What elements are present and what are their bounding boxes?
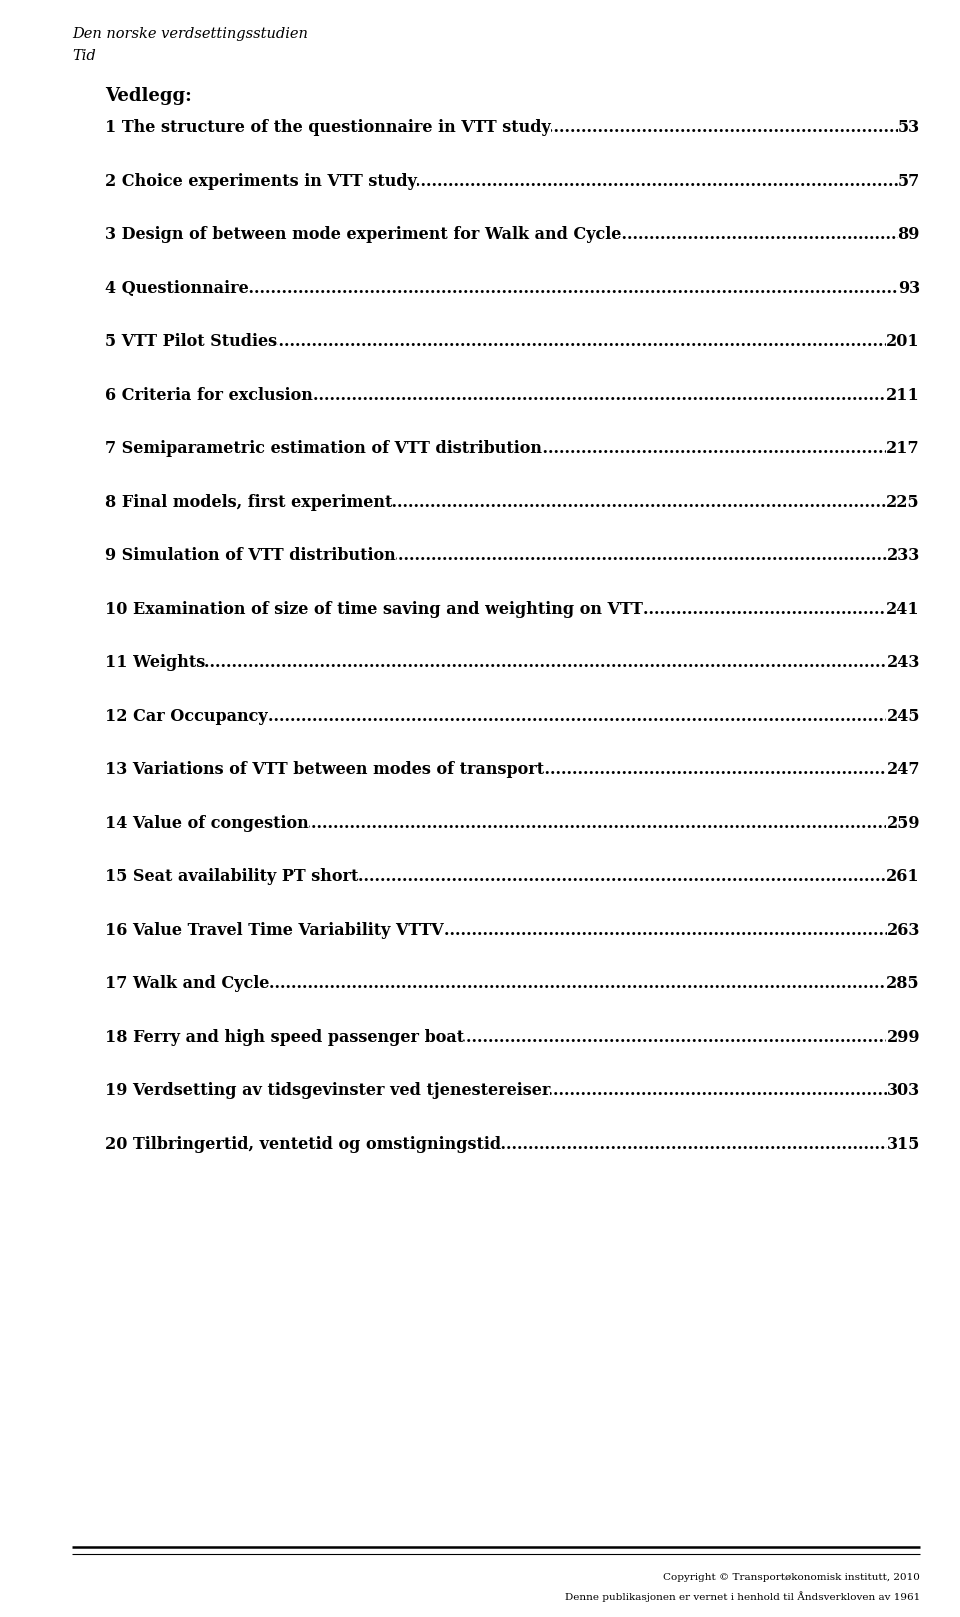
Text: ................................................................................: ........................................… bbox=[27, 708, 960, 724]
Text: ................................................................................: ........................................… bbox=[89, 493, 960, 511]
Text: 243: 243 bbox=[887, 653, 920, 671]
Text: 2 Choice experiments in VTT study: 2 Choice experiments in VTT study bbox=[105, 173, 417, 189]
Text: ................................................................................: ........................................… bbox=[175, 120, 960, 136]
Text: 15 Seat availability PT short: 15 Seat availability PT short bbox=[105, 868, 358, 884]
Text: 259: 259 bbox=[886, 815, 920, 831]
Text: 93: 93 bbox=[898, 280, 920, 296]
Text: 14 Value of congestion: 14 Value of congestion bbox=[105, 815, 309, 831]
Text: ................................................................................: ........................................… bbox=[209, 226, 960, 243]
Text: 7 Semiparametric estimation of VTT distribution: 7 Semiparametric estimation of VTT distr… bbox=[105, 440, 542, 458]
Text: ................................................................................: ........................................… bbox=[32, 333, 960, 349]
Text: 261: 261 bbox=[886, 868, 920, 884]
Text: Denne publikasjonen er vernet i henhold til Åndsverkloven av 1961: Denne publikasjonen er vernet i henhold … bbox=[564, 1591, 920, 1602]
Text: ................................................................................: ........................................… bbox=[144, 1135, 960, 1153]
Text: ................................................................................: ........................................… bbox=[164, 440, 960, 458]
Text: ................................................................................: ........................................… bbox=[28, 975, 960, 991]
Text: 6 Criteria for exclusion: 6 Criteria for exclusion bbox=[105, 386, 313, 404]
Text: 299: 299 bbox=[886, 1028, 920, 1046]
Text: 211: 211 bbox=[886, 386, 920, 404]
Text: ................................................................................: ........................................… bbox=[0, 653, 960, 671]
Text: 17 Walk and Cycle: 17 Walk and Cycle bbox=[105, 975, 270, 991]
Text: ................................................................................: ........................................… bbox=[91, 547, 960, 564]
Text: 53: 53 bbox=[898, 120, 920, 136]
Text: 11 Weights: 11 Weights bbox=[105, 653, 205, 671]
Text: Tid: Tid bbox=[72, 49, 96, 63]
Text: ................................................................................: ........................................… bbox=[108, 173, 960, 189]
Text: 263: 263 bbox=[887, 922, 920, 938]
Text: ................................................................................: ........................................… bbox=[165, 762, 960, 778]
Text: 4 Questionnaire: 4 Questionnaire bbox=[105, 280, 249, 296]
Text: ................................................................................: ........................................… bbox=[126, 1028, 960, 1046]
Text: ................................................................................: ........................................… bbox=[169, 1082, 960, 1100]
Text: 3 Design of between mode experiment for Walk and Cycle: 3 Design of between mode experiment for … bbox=[105, 226, 621, 243]
Text: 16 Value Travel Time Variability VTTV: 16 Value Travel Time Variability VTTV bbox=[105, 922, 444, 938]
Text: 241: 241 bbox=[886, 600, 920, 618]
Text: ................................................................................: ........................................… bbox=[72, 868, 960, 884]
Text: 8 Final models, first experiment: 8 Final models, first experiment bbox=[105, 493, 393, 511]
Text: 10 Examination of size of time saving and weighting on VTT: 10 Examination of size of time saving an… bbox=[105, 600, 643, 618]
Text: Den norske verdsettingsstudien: Den norske verdsettingsstudien bbox=[72, 27, 308, 40]
Text: ................................................................................: ........................................… bbox=[215, 600, 960, 618]
Text: 13 Variations of VTT between modes of transport: 13 Variations of VTT between modes of tr… bbox=[105, 762, 544, 778]
Text: ................................................................................: ........................................… bbox=[23, 280, 960, 296]
Text: 57: 57 bbox=[898, 173, 920, 189]
Text: 233: 233 bbox=[887, 547, 920, 564]
Text: 18 Ferry and high speed passenger boat: 18 Ferry and high speed passenger boat bbox=[105, 1028, 464, 1046]
Text: 217: 217 bbox=[886, 440, 920, 458]
Text: 225: 225 bbox=[886, 493, 920, 511]
Text: ................................................................................: ........................................… bbox=[50, 386, 960, 404]
Text: 247: 247 bbox=[886, 762, 920, 778]
Text: 19 Verdsetting av tidsgevinster ved tjenestereiser: 19 Verdsetting av tidsgevinster ved tjen… bbox=[105, 1082, 550, 1100]
Text: 1 The structure of the questionnaire in VTT study: 1 The structure of the questionnaire in … bbox=[105, 120, 551, 136]
Text: 20 Tilbringertid, ventetid og omstigningstid: 20 Tilbringertid, ventetid og omstigning… bbox=[105, 1135, 501, 1153]
Text: 245: 245 bbox=[886, 708, 920, 724]
Text: 5 VTT Pilot Studies: 5 VTT Pilot Studies bbox=[105, 333, 277, 349]
Text: Copyright © Transportøkonomisk institutt, 2010: Copyright © Transportøkonomisk institutt… bbox=[663, 1573, 920, 1581]
Text: 9 Simulation of VTT distribution: 9 Simulation of VTT distribution bbox=[105, 547, 396, 564]
Text: 201: 201 bbox=[886, 333, 920, 349]
Text: 285: 285 bbox=[886, 975, 920, 991]
Text: ................................................................................: ........................................… bbox=[115, 922, 960, 938]
Text: 303: 303 bbox=[887, 1082, 920, 1100]
Text: ................................................................................: ........................................… bbox=[48, 815, 960, 831]
Text: Vedlegg:: Vedlegg: bbox=[105, 87, 192, 105]
Text: 12 Car Occupancy: 12 Car Occupancy bbox=[105, 708, 268, 724]
Text: 89: 89 bbox=[898, 226, 920, 243]
Text: 315: 315 bbox=[887, 1135, 920, 1153]
